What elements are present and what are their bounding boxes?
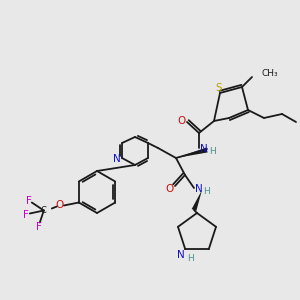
Text: C: C (41, 206, 47, 215)
Text: F: F (23, 209, 29, 220)
Text: N: N (113, 154, 121, 164)
Text: O: O (166, 184, 174, 194)
Text: N: N (200, 144, 208, 154)
Text: H: H (187, 254, 194, 263)
Text: S: S (216, 83, 222, 93)
Text: O: O (178, 116, 186, 126)
Polygon shape (176, 148, 208, 158)
Text: N: N (195, 184, 203, 194)
Text: O: O (56, 200, 64, 209)
Text: H: H (204, 188, 210, 196)
Polygon shape (192, 190, 202, 211)
Text: N: N (177, 250, 185, 260)
Text: H: H (208, 148, 215, 157)
Text: CH₃: CH₃ (261, 70, 278, 79)
Text: F: F (36, 221, 42, 232)
Text: F: F (26, 196, 32, 206)
